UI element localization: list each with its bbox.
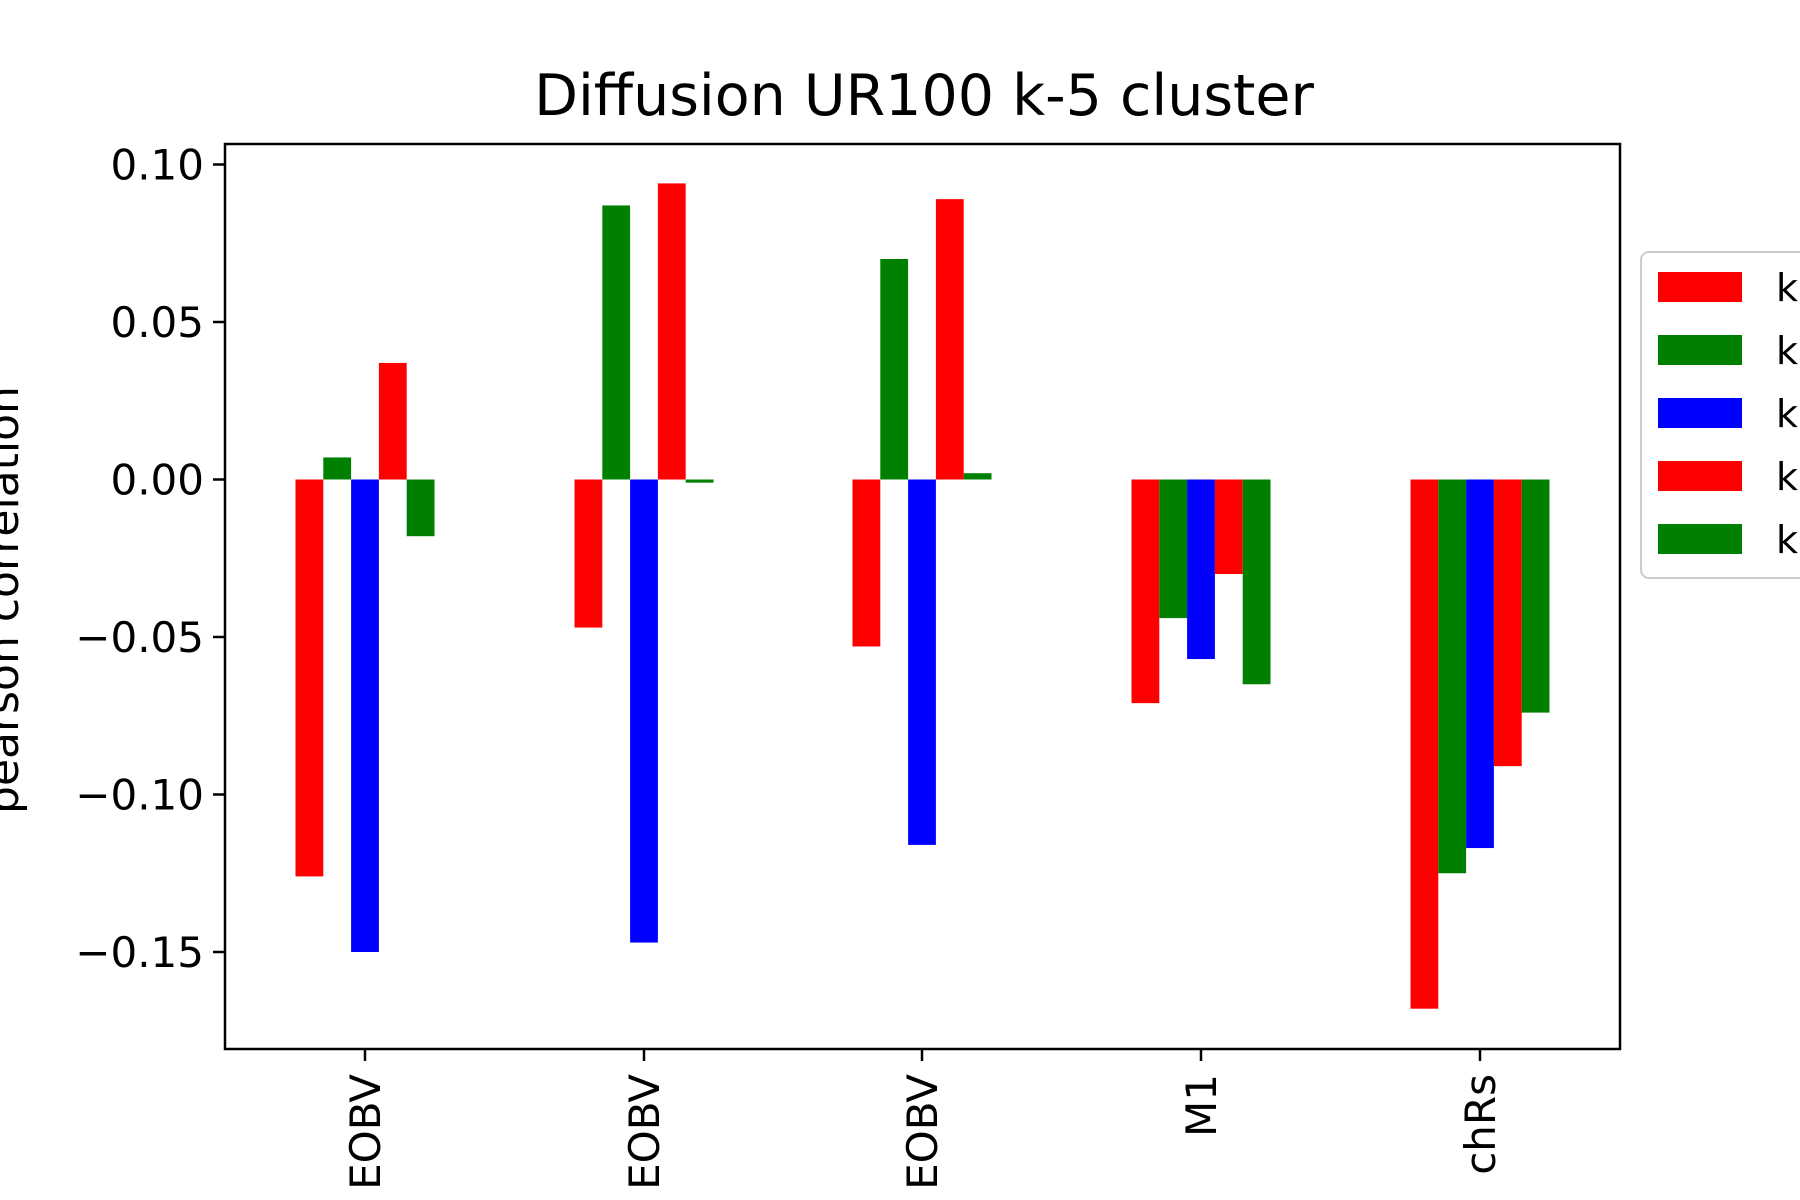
- bar-s4-c2: [657, 183, 686, 480]
- y-tick-label: 0.05: [110, 298, 204, 347]
- y-tick-label: 0.00: [110, 456, 204, 505]
- bar-s2-c5: [1438, 479, 1467, 874]
- bar-s2-c2: [602, 205, 631, 480]
- bar-s2-c1: [323, 457, 352, 480]
- bar-s2-c4: [1159, 479, 1188, 619]
- bar-s2-c3: [880, 259, 909, 480]
- bar-s3-c5: [1466, 479, 1494, 849]
- legend-swatch-1: [1658, 272, 1742, 302]
- legend-swatch-4: [1658, 461, 1742, 491]
- y-tick-label: −0.10: [75, 771, 204, 820]
- bars-group: [295, 183, 1550, 1009]
- y-tick-label: −0.05: [75, 613, 204, 662]
- bar-s4-c3: [935, 199, 964, 480]
- bar-s1-c3: [852, 479, 881, 647]
- bar-s3-c4: [1187, 479, 1215, 660]
- bar-s5-c1: [406, 479, 435, 537]
- x-tick-label: chRs: [1456, 1074, 1505, 1175]
- legend-label-4: k: [1776, 455, 1798, 499]
- y-tick-label: −0.15: [75, 928, 204, 977]
- bar-s1-c5: [1410, 479, 1439, 1009]
- legend-label-5: k: [1776, 518, 1798, 562]
- x-tick-label: EOBV: [341, 1074, 390, 1190]
- x-tick-label: M1: [1177, 1074, 1226, 1137]
- legend-swatch-3: [1658, 398, 1742, 428]
- x-axis: EOBV EOBV EOBV M1 chRs: [341, 1049, 1505, 1190]
- bar-s5-c2: [685, 479, 714, 483]
- chart-title: Diffusion UR100 k-5 cluster: [534, 63, 1314, 129]
- bar-s5-c5: [1521, 479, 1550, 713]
- y-axis: 0.10 0.05 0.00 −0.05 −0.10 −0.15: [75, 141, 225, 977]
- bar-s3-c1: [351, 479, 379, 952]
- y-axis-label: pearson correlation: [0, 386, 29, 814]
- bar-s1-c1: [295, 479, 324, 877]
- bar-s5-c3: [963, 473, 992, 480]
- x-tick-label: EOBV: [620, 1074, 669, 1190]
- legend-label-2: k: [1776, 329, 1798, 373]
- bar-s1-c4: [1131, 479, 1160, 704]
- bar-s5-c4: [1242, 479, 1271, 685]
- bar-s1-c2: [574, 479, 603, 628]
- bar-s4-c1: [378, 362, 407, 480]
- legend-swatch-5: [1658, 524, 1742, 554]
- bar-s3-c2: [630, 479, 658, 943]
- bar-s3-c3: [908, 479, 936, 845]
- legend-label-1: k: [1776, 266, 1798, 310]
- y-tick-label: 0.10: [110, 141, 204, 190]
- bar-s4-c5: [1493, 479, 1522, 767]
- x-tick-label: EOBV: [898, 1074, 947, 1190]
- legend-label-3: k: [1776, 392, 1798, 436]
- bar-s4-c4: [1214, 479, 1243, 574]
- legend-swatch-2: [1658, 335, 1742, 365]
